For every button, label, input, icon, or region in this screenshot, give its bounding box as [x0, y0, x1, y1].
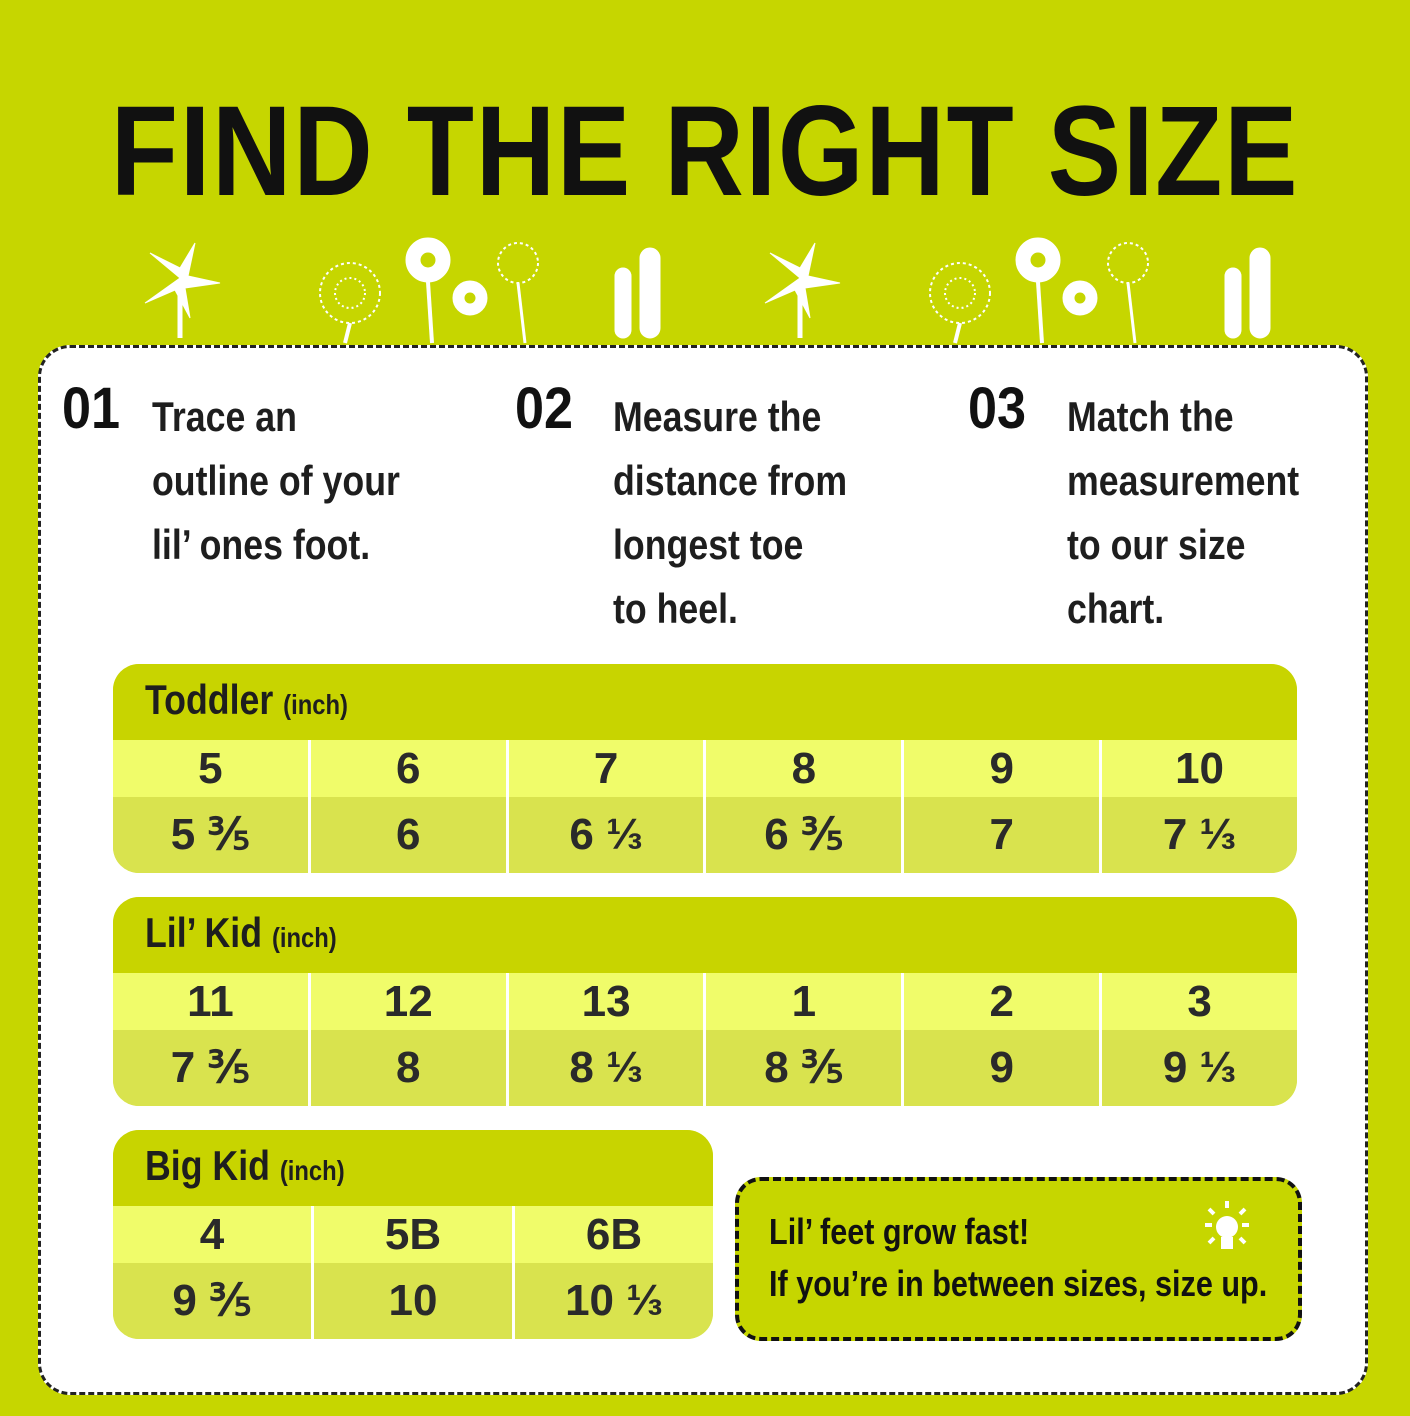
tip-line-2: If you’re in between sizes, size up.: [769, 1263, 1268, 1304]
flower-icon: [405, 237, 488, 344]
size-cell: 2: [904, 973, 1103, 1030]
step-text: to heel.: [613, 585, 738, 632]
inch-cell: 5 ⅗: [113, 797, 311, 873]
size-cell: 10: [1175, 744, 1225, 793]
inch-cell: 10 ⅓: [565, 1276, 663, 1325]
table-title: Lil’ Kid: [145, 909, 263, 956]
inch-cell: 7 ⅗: [113, 1030, 311, 1106]
size-cell: 11: [113, 973, 311, 1030]
inch-cell: 8 ⅗: [706, 1030, 905, 1106]
table-title: Big Kid: [145, 1142, 270, 1189]
size-cell: 13: [509, 973, 707, 1030]
table-unit: (inch): [283, 689, 348, 720]
step-text: Match the: [1067, 393, 1234, 440]
step-number: 02: [515, 376, 574, 441]
step-text: outline of your: [152, 457, 400, 504]
inch-cell: 9 ⅓: [1162, 1043, 1237, 1092]
cattail-icon: [614, 247, 661, 339]
size-cell: 5B: [314, 1206, 515, 1263]
table-header: Toddler (inch): [113, 664, 1297, 740]
table-title: Toddler: [145, 676, 274, 723]
step-text: chart.: [1067, 585, 1165, 632]
size-cell: 9: [904, 740, 1103, 797]
inch-cell: 6 ⅗: [706, 797, 905, 873]
dandelion-icon: [319, 262, 381, 344]
size-cell: 3: [1187, 977, 1212, 1026]
size-cell: 6B: [585, 1210, 643, 1259]
step-text: distance from: [613, 457, 848, 504]
dandelion-icon: [929, 262, 991, 344]
inch-cell: 7 ⅓: [1162, 810, 1237, 859]
size-cell: 5: [113, 740, 311, 797]
inch-cell: 10: [314, 1263, 515, 1339]
garden-decoration: [144, 237, 1271, 344]
step-text: longest toe: [613, 521, 804, 568]
flower-icon: [1015, 237, 1098, 344]
dandelion-icon: [497, 242, 539, 344]
size-cell: 4: [113, 1206, 314, 1263]
table-unit: (inch): [271, 922, 337, 953]
size-cell: 8: [706, 740, 905, 797]
inch-cell: 7: [904, 797, 1103, 873]
inch-cell: 6 ⅓: [509, 797, 707, 873]
step-number: 01: [62, 376, 121, 441]
size-row: 5 6 7 8 9 10: [113, 740, 1297, 797]
page-title: FIND THE RIGHT SIZE: [110, 80, 1300, 223]
tip-line-1: Lil’ feet grow fast!: [769, 1211, 1030, 1252]
inch-cell: 9 ⅗: [113, 1263, 314, 1339]
pinwheel-icon: [764, 242, 841, 338]
size-cell: 6: [311, 740, 509, 797]
tip-box: Lil’ feet grow fast! If you’re in betwee…: [735, 1177, 1302, 1341]
size-cell: 1: [706, 973, 905, 1030]
step-text: measurement: [1067, 457, 1300, 504]
size-cell: 7: [509, 740, 707, 797]
inch-cell: 8 ⅓: [509, 1030, 707, 1106]
size-row: 4 5B 6B: [113, 1206, 713, 1263]
table-unit: (inch): [279, 1155, 345, 1186]
step-text: Trace an: [152, 393, 297, 440]
step-text: lil’ ones foot.: [152, 521, 371, 568]
inch-row: 9 ⅗ 10 10 ⅓: [113, 1263, 713, 1339]
inch-cell: 6: [311, 797, 509, 873]
step-text: to our size: [1067, 521, 1246, 568]
step-number: 03: [968, 376, 1027, 441]
inch-cell: 9: [904, 1030, 1103, 1106]
table-header: Big Kid (inch): [113, 1130, 713, 1206]
pinwheel-icon: [144, 242, 221, 338]
size-cell: 12: [311, 973, 509, 1030]
size-row: 11 12 13 1 2 3: [113, 973, 1297, 1030]
table-header: Lil’ Kid (inch): [113, 897, 1297, 973]
big-kid-size-table: Big Kid (inch) 4 5B 6B 9 ⅗ 10 10 ⅓: [113, 1130, 713, 1339]
inch-cell: 8: [311, 1030, 509, 1106]
step-text: Measure the: [613, 393, 822, 440]
dandelion-icon: [1107, 242, 1149, 344]
lightbulb-icon: [1205, 1201, 1249, 1249]
cattail-icon: [1224, 247, 1271, 339]
